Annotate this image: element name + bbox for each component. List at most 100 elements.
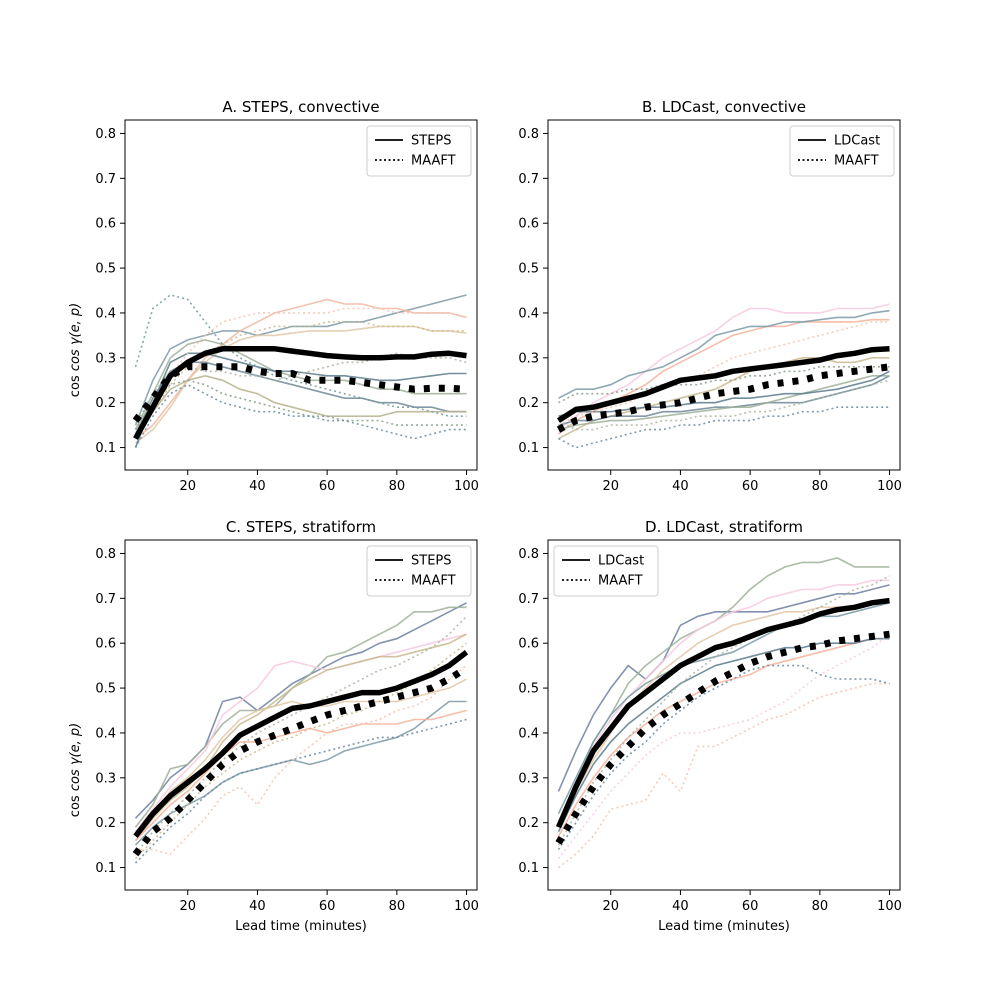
legend-label: LDCast — [598, 554, 644, 569]
y-tick-label: 0.7 — [518, 172, 539, 187]
x-tick-label: 20 — [179, 479, 196, 494]
legend: STEPS MAAFT — [366, 545, 472, 597]
legend-label: LDCast — [834, 134, 880, 149]
legend-box — [366, 125, 472, 177]
x-tick-label: 80 — [812, 899, 829, 914]
legend-label: MAAFT — [834, 154, 879, 169]
legend: LDCast MAAFT — [553, 545, 659, 597]
series-line-member-1 — [558, 303, 890, 431]
series-line-member-5 — [134, 700, 467, 846]
x-tick-label: 100 — [877, 479, 902, 494]
series-line-member-10 — [134, 615, 468, 855]
x-tick-label: 100 — [877, 899, 902, 914]
x-axis-label: Lead time (minutes) — [235, 919, 367, 934]
legend-box — [366, 545, 472, 597]
x-tick-label: 60 — [319, 479, 336, 494]
series-line-model-mean — [555, 597, 890, 829]
series-line-member-2 — [557, 557, 890, 824]
y-tick-label: 0.1 — [95, 441, 116, 456]
legend-label: STEPS — [411, 134, 452, 149]
y-tick-label: 0.3 — [95, 351, 116, 366]
plot-frame — [124, 539, 478, 891]
x-tick-label: 60 — [742, 479, 759, 494]
panel-a: A. STEPS, convective cos cos γ(e, p) 20 4… — [68, 98, 479, 494]
x-tick-label: 20 — [602, 899, 619, 914]
y-tick-label: 0.8 — [518, 127, 539, 142]
series-line-member-7 — [134, 678, 467, 837]
series-line-member-3 — [135, 325, 467, 444]
panel-title: D. LDCast, stratiform — [645, 518, 803, 536]
series-line-member-3 — [558, 309, 890, 399]
y-tick-label: 0.1 — [95, 861, 116, 876]
y-axis-label-text: cos γ(e, p) — [68, 723, 83, 791]
series-line-model-mean — [133, 346, 467, 440]
y-tick-label: 0.7 — [95, 592, 116, 607]
y-tick-label: 0.8 — [95, 127, 116, 142]
y-tick-label: 0.1 — [518, 861, 539, 876]
series-line-member-12 — [134, 383, 467, 448]
y-tick-label: 0.4 — [95, 306, 116, 321]
y-tick-label: 0.7 — [518, 592, 539, 607]
y-tick-label: 0.5 — [95, 682, 116, 697]
x-tick-label: 60 — [742, 899, 759, 914]
x-tick-label: 40 — [672, 479, 689, 494]
y-tick-label: 0.6 — [95, 217, 116, 232]
x-tick-label: 20 — [602, 479, 619, 494]
series-line-member-10 — [557, 575, 890, 846]
y-tick-label: 0.2 — [518, 816, 539, 831]
y-axis-label: cos cos γ(e, p) — [68, 303, 83, 397]
y-tick-label: 0.5 — [518, 262, 539, 277]
y-axis-label-text: cos γ(e, p) — [68, 303, 83, 371]
y-tick-label: 0.4 — [518, 306, 539, 321]
series-line-model-mean — [133, 650, 469, 838]
series-line-member-9 — [135, 664, 467, 855]
series-line-member-11 — [558, 366, 890, 404]
series-line-model-mean — [557, 346, 890, 423]
y-tick-label: 0.6 — [518, 637, 539, 652]
panel-title: A. STEPS, convective — [222, 98, 379, 116]
y-tick-label: 0.8 — [95, 547, 116, 562]
legend: STEPS MAAFT — [366, 125, 472, 177]
y-tick-label: 0.5 — [518, 682, 539, 697]
y-tick-label: 0.1 — [518, 441, 539, 456]
series-line-member-4 — [134, 339, 467, 430]
panel-c: C. STEPS, stratiform cos cos γ(e, p) Lea… — [68, 518, 479, 934]
series-line-member-7 — [134, 352, 467, 448]
series-line-maaft-mean — [132, 363, 467, 423]
y-tick-label: 0.2 — [95, 396, 116, 411]
y-tick-label: 0.2 — [518, 396, 539, 411]
series-line-member-2 — [134, 606, 467, 828]
legend-label: STEPS — [411, 554, 452, 569]
legend-label: MAAFT — [411, 574, 456, 589]
series-line-member-6 — [134, 374, 467, 440]
x-tick-label: 80 — [389, 479, 406, 494]
series-line-maaft-mean — [556, 363, 890, 433]
series-line-member-7 — [557, 637, 890, 833]
x-tick-label: 40 — [249, 899, 266, 914]
series-line-member-6 — [134, 709, 467, 842]
x-tick-label: 100 — [454, 479, 479, 494]
y-tick-label: 0.3 — [95, 771, 116, 786]
series-line-maaft-mean — [132, 664, 469, 857]
series-line-member-5 — [558, 375, 890, 426]
panel-title: C. STEPS, stratiform — [226, 518, 376, 536]
y-tick-label: 0.5 — [95, 262, 116, 277]
series-line-member-3 — [557, 579, 890, 824]
series-line-member-8 — [134, 294, 467, 418]
series-line-member-7 — [558, 370, 890, 417]
y-tick-label: 0.4 — [95, 726, 116, 741]
y-tick-label: 0.7 — [95, 172, 116, 187]
series-line-member-8 — [134, 718, 467, 864]
y-axis-label: cos cos γ(e, p) — [68, 723, 83, 817]
series-line-member-1 — [557, 584, 890, 792]
y-tick-label: 0.4 — [518, 726, 539, 741]
series-line-member-6 — [558, 375, 890, 431]
x-tick-label: 40 — [672, 899, 689, 914]
series-line-member-3 — [134, 633, 467, 833]
series-line-member-11 — [557, 633, 890, 860]
y-tick-label: 0.3 — [518, 771, 539, 786]
y-tick-label: 0.6 — [518, 217, 539, 232]
plot-frame — [547, 119, 901, 471]
series-line-member-4 — [557, 602, 890, 815]
series-line-member-1 — [134, 294, 467, 426]
